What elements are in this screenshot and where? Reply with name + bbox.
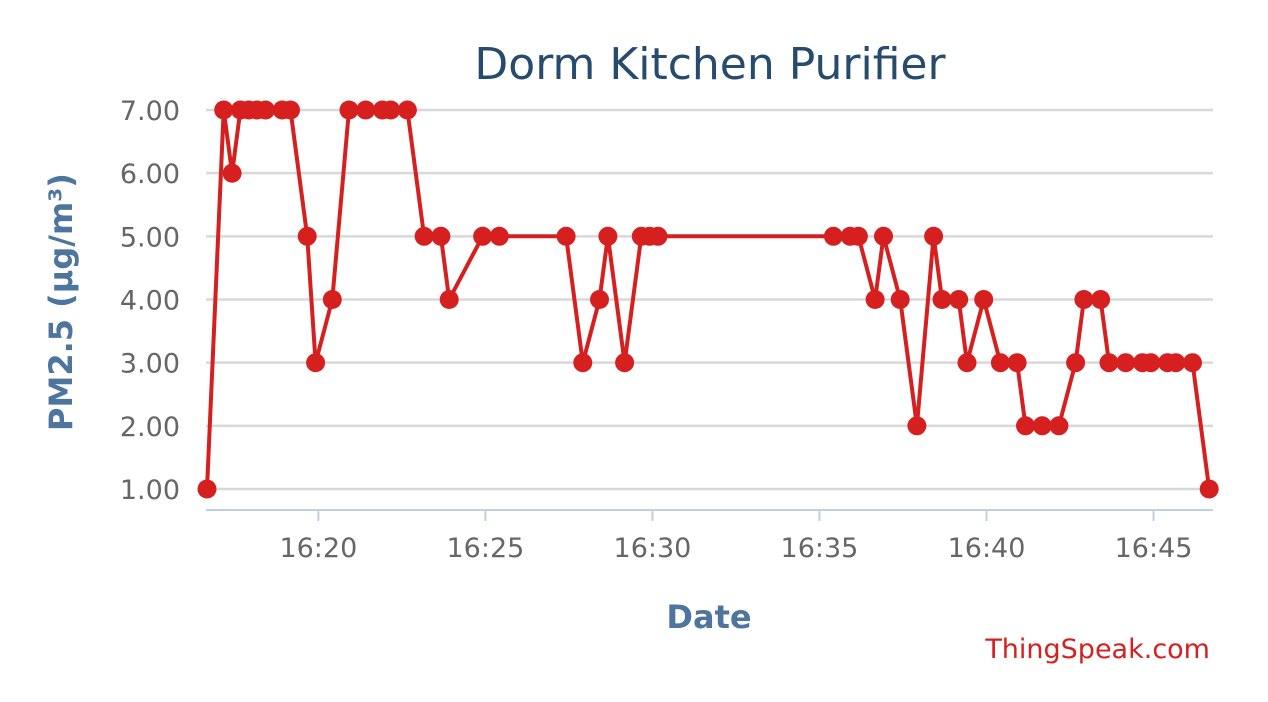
x-tick-label: 16:30 xyxy=(614,533,692,564)
y-tick-label: 7.00 xyxy=(120,96,180,127)
data-point[interactable] xyxy=(590,290,609,309)
chart-title: Dorm Kitchen Purifier xyxy=(474,39,946,90)
data-point[interactable] xyxy=(848,226,868,246)
x-axis-ticks: 16:20 16:25 16:30 16:35 16:40 16:45 xyxy=(279,510,1192,564)
data-point[interactable] xyxy=(214,100,234,120)
y-tick-label: 2.00 xyxy=(120,412,180,443)
y-tick-label: 3.00 xyxy=(120,349,180,380)
data-point[interactable] xyxy=(823,226,843,246)
x-tick-label: 16:25 xyxy=(446,533,524,564)
x-tick-label: 16:45 xyxy=(1115,533,1193,564)
data-point[interactable] xyxy=(1074,290,1094,309)
data-point[interactable] xyxy=(1183,353,1202,373)
data-point[interactable] xyxy=(1016,416,1035,436)
data-point[interactable] xyxy=(865,290,885,309)
y-tick-label: 5.00 xyxy=(120,222,180,253)
data-point[interactable] xyxy=(1066,353,1086,373)
data-point[interactable] xyxy=(907,416,927,436)
x-axis-title: Date xyxy=(666,598,751,636)
data-point[interactable] xyxy=(1141,353,1161,373)
data-point[interactable] xyxy=(439,290,459,309)
data-point[interactable] xyxy=(1199,479,1219,499)
y-axis-title: PM2.5 (μg/m³) xyxy=(42,173,80,431)
data-point[interactable] xyxy=(1099,353,1119,373)
thingspeak-credit-link[interactable]: ThingSpeak.com xyxy=(984,634,1210,665)
pm25-series xyxy=(197,100,1219,499)
y-tick-label: 6.00 xyxy=(120,159,180,190)
data-point[interactable] xyxy=(414,226,434,246)
data-point[interactable] xyxy=(598,226,618,246)
data-point[interactable] xyxy=(489,226,509,246)
data-point[interactable] xyxy=(957,353,977,373)
data-point[interactable] xyxy=(397,100,417,120)
data-point[interactable] xyxy=(1049,416,1069,436)
data-point[interactable] xyxy=(990,353,1010,373)
data-point[interactable] xyxy=(431,226,451,246)
x-tick-label: 16:35 xyxy=(781,533,859,564)
data-point[interactable] xyxy=(356,100,376,120)
data-point[interactable] xyxy=(556,226,576,246)
y-axis-tick-labels: 1.00 2.00 3.00 4.00 5.00 6.00 7.00 xyxy=(120,96,180,506)
data-point[interactable] xyxy=(1116,353,1136,373)
data-point[interactable] xyxy=(1032,416,1052,436)
data-point[interactable] xyxy=(1166,353,1186,373)
data-point[interactable] xyxy=(222,163,242,183)
data-point[interactable] xyxy=(306,353,326,373)
data-point[interactable] xyxy=(281,100,300,120)
x-tick-label: 16:20 xyxy=(279,533,357,564)
data-point[interactable] xyxy=(573,353,593,373)
data-point[interactable] xyxy=(874,226,893,246)
data-point[interactable] xyxy=(1091,290,1111,309)
x-tick-label: 16:40 xyxy=(948,533,1026,564)
data-point[interactable] xyxy=(1007,353,1027,373)
data-point[interactable] xyxy=(197,479,217,499)
data-point[interactable] xyxy=(615,353,635,373)
data-point[interactable] xyxy=(322,290,342,309)
data-point[interactable] xyxy=(648,226,668,246)
data-point[interactable] xyxy=(473,226,493,246)
data-point[interactable] xyxy=(381,100,401,120)
data-point[interactable] xyxy=(890,290,910,309)
data-point[interactable] xyxy=(932,290,952,309)
data-point[interactable] xyxy=(949,290,969,309)
data-point[interactable] xyxy=(256,100,275,120)
y-tick-label: 4.00 xyxy=(120,286,180,317)
data-point[interactable] xyxy=(924,226,944,246)
data-point[interactable] xyxy=(297,226,317,246)
data-point[interactable] xyxy=(339,100,359,120)
y-tick-label: 1.00 xyxy=(120,475,180,506)
data-point[interactable] xyxy=(974,290,994,309)
